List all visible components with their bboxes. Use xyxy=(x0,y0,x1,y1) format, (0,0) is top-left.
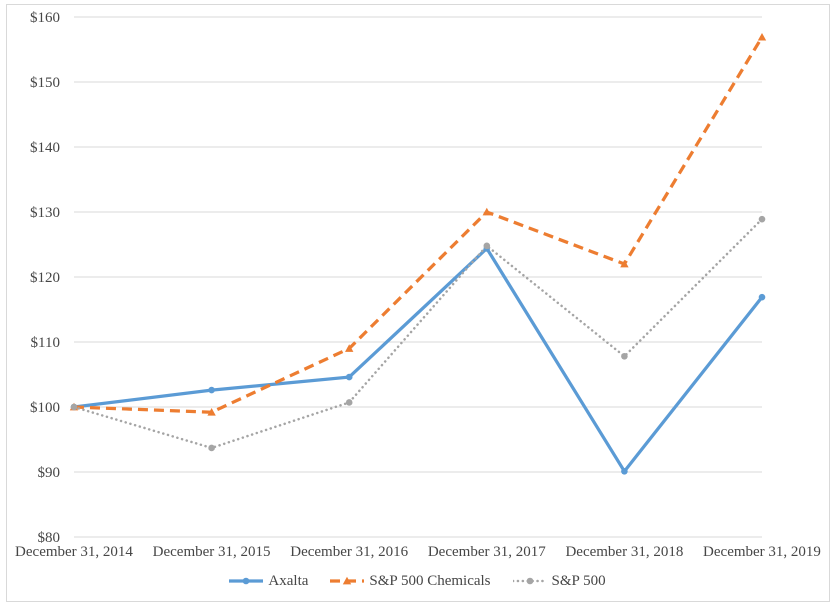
y-axis-tick-label: $80 xyxy=(38,530,61,546)
x-axis-tick-label: December 31, 2017 xyxy=(428,544,546,560)
y-axis-tick-label: $160 xyxy=(30,10,60,26)
data-point-marker-axalta xyxy=(621,468,628,475)
data-point-marker-s-p-500 xyxy=(483,242,491,250)
data-point-marker-axalta xyxy=(208,386,215,394)
data-point-marker-s-p-500-chemicals xyxy=(343,576,352,585)
data-point-marker-s-p-500 xyxy=(526,577,533,585)
x-axis-tick-label: December 31, 2019 xyxy=(703,544,821,560)
legend-swatch-sp500-chemicals xyxy=(330,576,365,585)
data-point-marker-s-p-500 xyxy=(70,403,78,411)
data-point-marker-s-p-500 xyxy=(621,353,628,360)
y-axis-tick-label: $100 xyxy=(30,400,60,416)
data-point-marker-s-p-500 xyxy=(758,215,766,223)
data-point-marker-s-p-500-chemicals xyxy=(620,259,629,268)
data-point-marker-s-p-500-chemicals xyxy=(757,32,767,41)
y-axis-tick-label: $140 xyxy=(30,140,60,156)
y-axis-tick-label: $120 xyxy=(30,270,60,286)
series-line-s-p-500-chemicals xyxy=(73,36,764,414)
data-point-marker-s-p-500 xyxy=(208,444,215,452)
legend-swatch-sp500 xyxy=(512,577,547,585)
x-axis-tick-label: December 31, 2016 xyxy=(290,544,408,560)
data-point-marker-axalta xyxy=(243,577,250,585)
x-axis-tick-label: December 31, 2014 xyxy=(15,544,133,560)
chart-legend: Axalta S&P 500 Chemicals S&P 500 xyxy=(0,570,835,592)
legend-item-sp500-chemicals: S&P 500 Chemicals xyxy=(330,572,491,590)
y-axis-tick-label: $130 xyxy=(30,205,60,221)
data-point-marker-s-p-500-chemicals xyxy=(482,207,491,216)
x-axis-tick-label: December 31, 2015 xyxy=(153,544,271,560)
legend-label-sp500-chemicals: S&P 500 Chemicals xyxy=(369,572,491,589)
series-line-s-p-500 xyxy=(72,217,764,450)
legend-swatch-axalta xyxy=(229,577,264,585)
data-point-marker-s-p-500-chemicals xyxy=(345,344,354,352)
data-point-marker-axalta xyxy=(758,293,766,301)
legend-item-axalta: Axalta xyxy=(229,573,308,590)
x-axis-tick-label: December 31, 2018 xyxy=(565,544,683,560)
y-axis-tick-label: $90 xyxy=(38,465,61,481)
legend-label-sp500: S&P 500 xyxy=(551,572,606,589)
y-axis-tick-label: $110 xyxy=(31,335,60,351)
data-point-marker-s-p-500 xyxy=(345,399,353,406)
y-axis-tick-label: $150 xyxy=(30,75,60,91)
data-point-marker-axalta xyxy=(345,373,353,381)
legend-item-sp500: S&P 500 xyxy=(512,572,606,590)
legend-label-axalta: Axalta xyxy=(268,572,309,589)
data-point-marker-s-p-500-chemicals xyxy=(207,408,216,416)
series-line-axalta xyxy=(73,245,764,475)
chart-border xyxy=(6,4,830,602)
